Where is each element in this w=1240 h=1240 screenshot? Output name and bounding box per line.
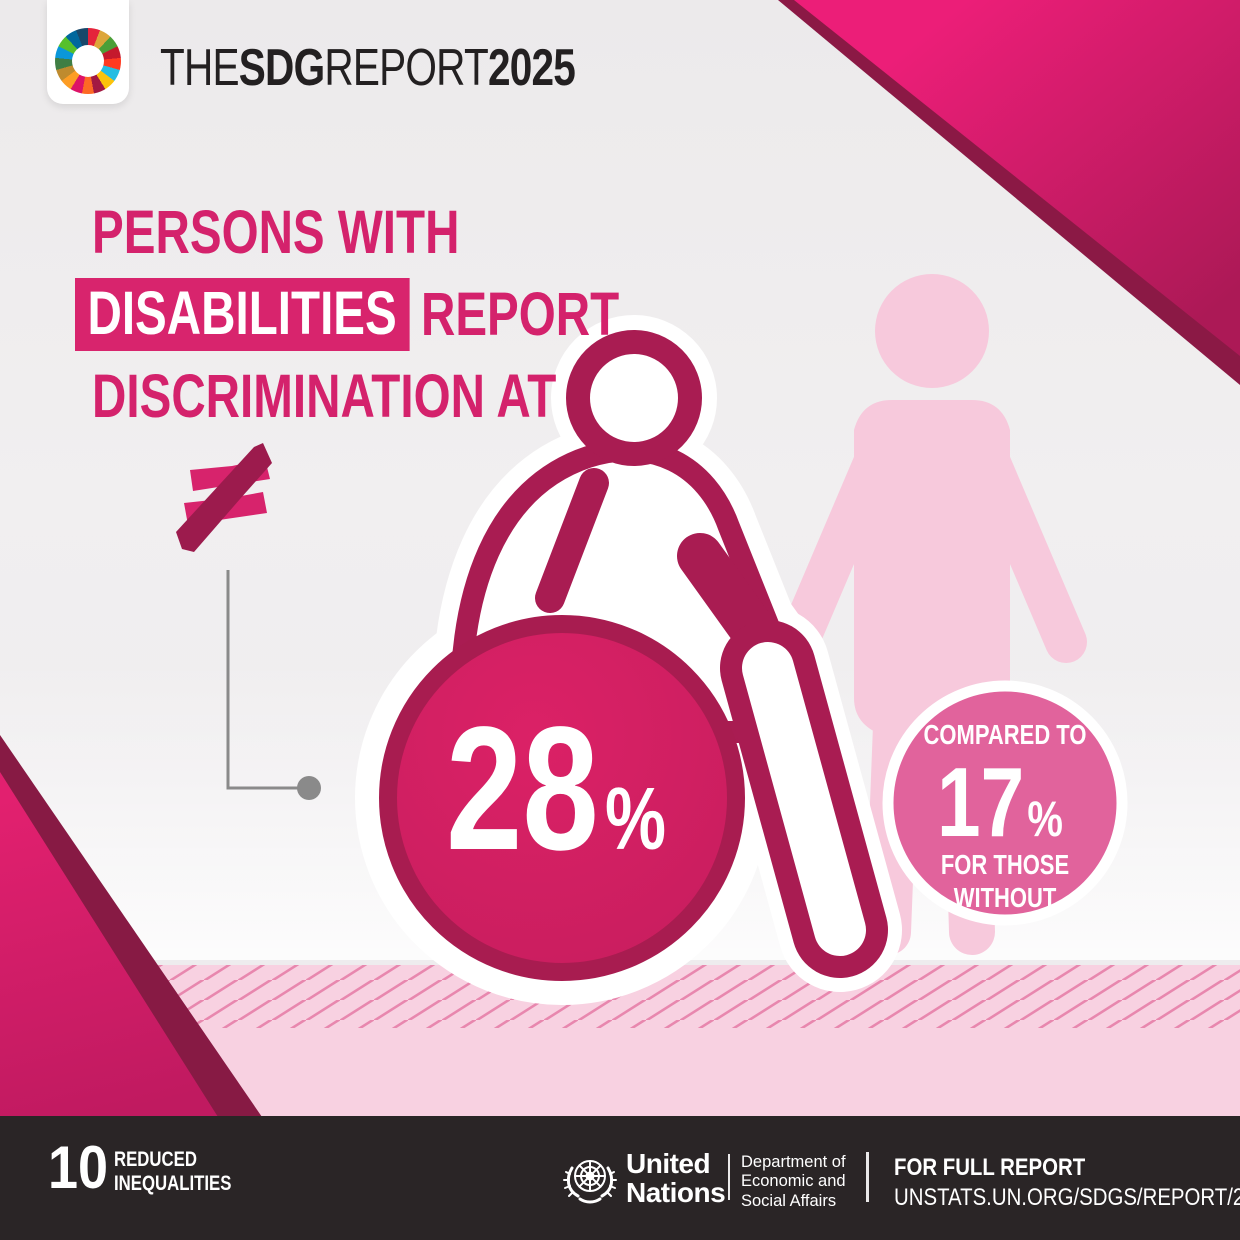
un-emblem-icon: [563, 1160, 617, 1204]
brand-title: THESDGREPORT2025: [160, 38, 692, 98]
footer-divider-1: [728, 1154, 730, 1200]
comparison-bubble: COMPARED TO 17% FOR THOSE WITHOUT: [882, 680, 1128, 926]
brand-part-report: REPORT: [324, 39, 488, 97]
sdg-color-wheel-logo: [55, 28, 121, 94]
full-report-cta: FOR FULL REPORT UNSTATS.UN.ORG/SDGS/REPO…: [894, 1154, 1240, 1213]
svg-text:17%: 17%: [937, 748, 1063, 857]
corner-top-right: [778, 0, 1240, 385]
svg-text:28%: 28%: [446, 691, 666, 887]
bubble-suffix-1: FOR THOSE: [941, 850, 1069, 881]
brand-part-year: 2025: [487, 39, 576, 97]
connector-line: [226, 570, 321, 800]
stat-main-value: 28%: [446, 691, 666, 887]
bubble-suffix-2: WITHOUT: [954, 883, 1057, 914]
connector-dot: [297, 776, 321, 800]
brand-part-sdg: SDG: [238, 39, 325, 97]
stat-compare-value: 17%: [937, 748, 1063, 857]
wheel-circle: [379, 615, 745, 981]
headline-line-1: PERSONS WITH: [92, 198, 460, 266]
un-org-name: United Nations: [626, 1148, 726, 1208]
sdg-goal-name: REDUCED INEQUALITIES: [114, 1147, 232, 1196]
sdg-goal-number: 10: [48, 1134, 109, 1201]
bubble-intro: COMPARED TO: [924, 720, 1087, 751]
footer-bar: 10 REDUCED INEQUALITIES Uni: [0, 1116, 1240, 1240]
head-circle: [566, 330, 702, 466]
not-equal-brush-icon: [176, 443, 272, 552]
un-department: Department of Economic and Social Affair…: [741, 1153, 846, 1210]
footer-divider-2: [866, 1152, 869, 1202]
brand-tab: [47, 0, 129, 104]
person-in-wheelchair-pictogram: 28%: [355, 315, 902, 1005]
corner-bottom-left: [0, 735, 262, 1117]
cta-url: UNSTATS.UN.ORG/SDGS/REPORT/2025: [894, 1183, 1240, 1211]
brand-part-the: THE: [160, 39, 240, 97]
cta-label: FOR FULL REPORT: [894, 1154, 1086, 1181]
headline-line-2: DISABILITIES REPORT: [75, 278, 773, 351]
headline-line-2-rest: REPORT: [420, 280, 620, 348]
headline-highlight-box: DISABILITIES: [75, 278, 410, 351]
headline-line-3: DISCRIMINATION AT: [92, 362, 557, 430]
